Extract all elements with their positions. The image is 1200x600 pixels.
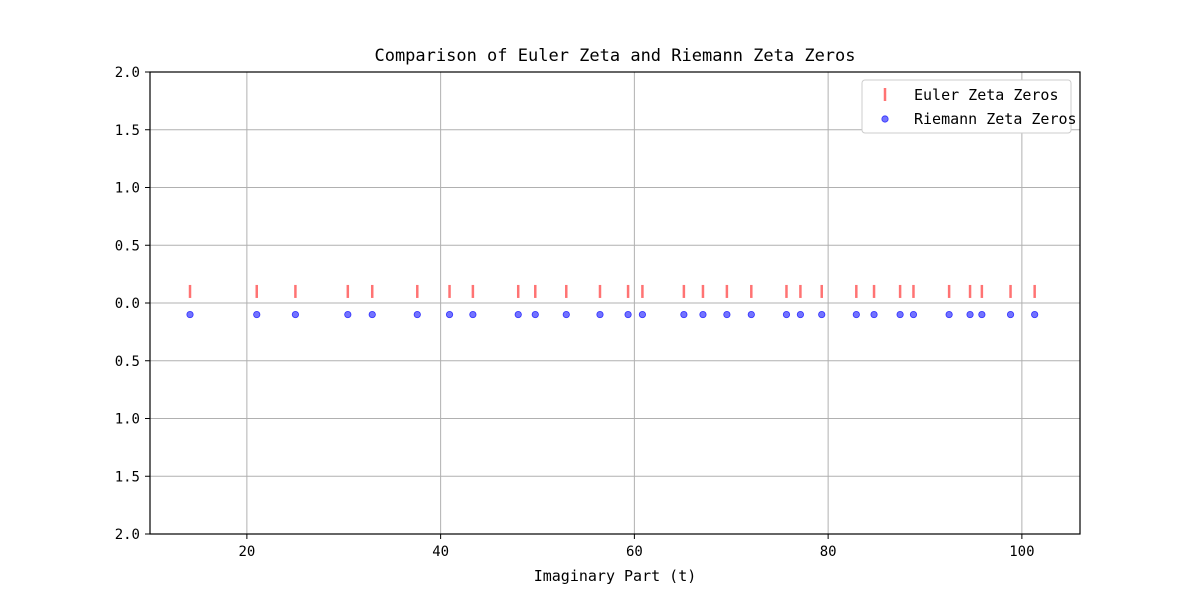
legend: Euler Zeta Zeros Riemann Zeta Zeros <box>861 79 1077 134</box>
riemann-zero-marker <box>186 310 194 319</box>
y-tick-label: 1.5 <box>115 123 140 139</box>
riemann-zero-marker <box>253 310 261 319</box>
riemann-zero-marker <box>870 310 878 319</box>
riemann-zero-marker <box>531 310 539 319</box>
riemann-zero-marker <box>699 310 707 319</box>
legend-label-euler-zeta-zeros: Euler Zeta Zeros <box>914 86 1059 104</box>
riemann-zero-marker <box>747 310 755 319</box>
y-tick-label: 2.0 <box>115 527 140 543</box>
riemann-zero-marker <box>966 310 974 319</box>
x-tick-label: 80 <box>820 544 837 560</box>
x-tick-label: 60 <box>626 544 643 560</box>
riemann-zero-marker <box>796 310 805 319</box>
x-axis-title: Imaginary Part (t) <box>534 567 697 585</box>
riemann-zero-marker <box>469 310 477 319</box>
axis-ticks: 20 40 60 80 100 2.0 1.5 1.0 0.5 0.0 0.5 1.0 1.5 2.0 <box>115 65 1035 560</box>
riemann-zero-marker <box>1031 310 1039 319</box>
legend-box <box>861 79 1072 134</box>
legend-label-riemann-zeta-zeros: Riemann Zeta Zeros <box>914 110 1077 128</box>
y-tick-label: 0.5 <box>115 354 140 370</box>
riemann-zero-marker <box>945 310 953 319</box>
chart-title: Comparison of Euler Zeta and Riemann Zet… <box>374 46 855 66</box>
riemann-zero-marker <box>638 310 647 319</box>
riemann-zero-marker <box>1006 310 1015 319</box>
riemann-zero-marker <box>344 310 352 319</box>
riemann-zero-marker <box>818 310 826 319</box>
data-marks <box>186 284 1039 319</box>
riemann-zero-marker <box>782 310 791 319</box>
y-tick-label: 2.0 <box>115 65 140 81</box>
y-tick-label: 0.0 <box>115 296 140 312</box>
riemann-zero-marker <box>514 310 522 319</box>
riemann-zero-marker <box>413 310 421 319</box>
riemann-zero-marker <box>978 310 986 319</box>
x-tick-label: 100 <box>1009 544 1034 560</box>
y-tick-label: 1.0 <box>115 412 140 428</box>
riemann-zero-marker <box>291 310 300 319</box>
riemann-zero-marker <box>562 310 570 319</box>
riemann-zero-marker <box>852 310 860 319</box>
riemann-zero-marker <box>896 310 904 319</box>
x-tick-label: 40 <box>432 544 449 560</box>
riemann-zero-marker <box>596 310 604 319</box>
riemann-zero-marker <box>624 310 632 319</box>
riemann-zero-marker <box>680 310 688 319</box>
y-tick-label: 1.0 <box>115 181 140 197</box>
riemann-zero-marker <box>909 310 918 319</box>
y-tick-label: 0.5 <box>115 238 140 254</box>
y-tick-label: 1.5 <box>115 469 140 485</box>
riemann-zero-marker <box>723 310 731 319</box>
riemann-zero-marker <box>368 310 376 319</box>
legend-marker-riemann-zeta-zeros <box>881 115 889 123</box>
x-tick-label: 20 <box>238 544 255 560</box>
riemann-zero-marker <box>445 310 454 319</box>
